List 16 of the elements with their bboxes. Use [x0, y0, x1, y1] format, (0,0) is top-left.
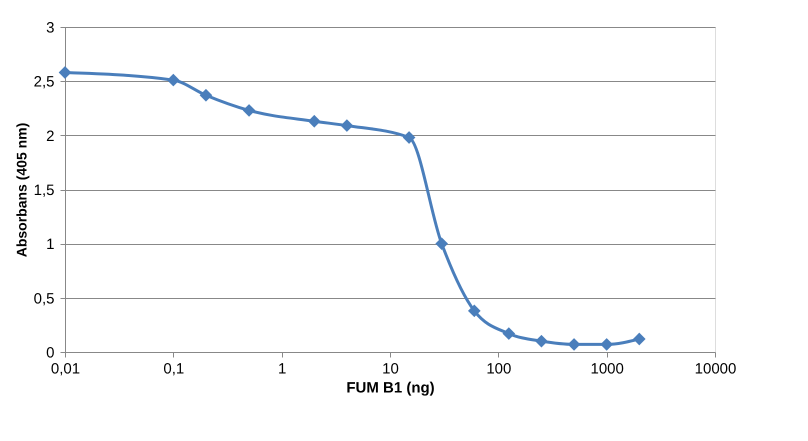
y-tick-label: 3 — [46, 20, 54, 36]
x-tick-label: 10000 — [694, 360, 736, 378]
y-tick-label: 2,5 — [34, 74, 54, 91]
x-tick-label: 1000 — [590, 360, 624, 378]
y-tick-label: 2 — [46, 128, 54, 145]
y-tick-label: 0,5 — [34, 290, 54, 308]
y-axis-title: Absorbans (405 nm) — [14, 122, 30, 258]
x-axis-title: FUM B1 (ng) — [346, 380, 435, 396]
y-tick-label: 1 — [46, 236, 54, 254]
x-tick-label: 100 — [486, 360, 512, 378]
y-tick-label: 1,5 — [34, 182, 54, 199]
x-tick-label: 10 — [382, 360, 399, 378]
y-tick-label: 0 — [46, 344, 54, 362]
x-tick-label: 0,01 — [50, 360, 80, 378]
x-tick-label: 1 — [278, 360, 286, 378]
x-tick-label: 0,1 — [163, 360, 184, 378]
